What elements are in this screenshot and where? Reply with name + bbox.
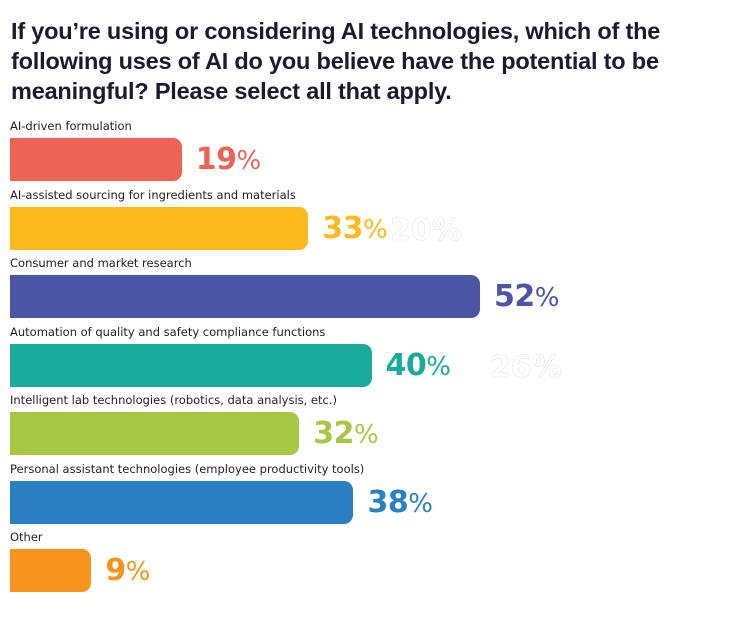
percent-sign: % bbox=[426, 351, 451, 382]
value-label: 19% bbox=[196, 141, 261, 180]
faint-overlay-label: 20% bbox=[390, 212, 462, 248]
value-number: 19 bbox=[195, 142, 237, 177]
percent-sign: % bbox=[236, 146, 261, 176]
category-label: AI-driven formulation bbox=[10, 119, 132, 133]
percent-sign: % bbox=[125, 557, 151, 587]
value-number: 52 bbox=[494, 279, 535, 314]
percent-sign: % bbox=[534, 283, 560, 313]
bar-row: Consumer and market research 52% bbox=[0, 256, 750, 326]
category-label: AI-assisted sourcing for ingredients and… bbox=[10, 187, 296, 202]
value-label: 33% bbox=[322, 210, 387, 249]
chart-title: If you’re using or considering AI techno… bbox=[11, 18, 661, 104]
bar bbox=[10, 138, 182, 181]
bar bbox=[10, 343, 372, 387]
value-number: 38 bbox=[367, 484, 409, 520]
bar bbox=[10, 206, 309, 250]
bar bbox=[10, 412, 300, 455]
bar-row: Other 9% bbox=[0, 530, 750, 600]
category-label: Other bbox=[10, 530, 43, 544]
percent-sign: % bbox=[363, 214, 388, 245]
faint-overlay-label: 26% bbox=[490, 349, 562, 385]
bar-row: Personal assistant technologies (employe… bbox=[0, 462, 750, 532]
bar-row: Automation of quality and safety complia… bbox=[0, 325, 750, 395]
bar bbox=[10, 549, 92, 592]
bar bbox=[10, 480, 354, 524]
percent-sign: % bbox=[353, 420, 379, 450]
value-number: 40 bbox=[385, 347, 427, 383]
bar-row: Intelligent lab technologies (robotics, … bbox=[0, 393, 750, 463]
value-label: 32% bbox=[313, 415, 378, 454]
bar-row: AI-driven formulation 19% bbox=[0, 119, 750, 189]
value-label: 52% bbox=[494, 278, 559, 317]
value-number: 32 bbox=[313, 416, 354, 451]
category-label: Consumer and market research bbox=[10, 256, 192, 270]
percent-sign: % bbox=[408, 488, 433, 519]
bar-row: AI-assisted sourcing for ingredients and… bbox=[0, 188, 750, 258]
value-number: 33 bbox=[322, 210, 364, 246]
category-label: Intelligent lab technologies (robotics, … bbox=[10, 393, 337, 407]
value-label: 40% bbox=[386, 347, 451, 386]
category-label: Personal assistant technologies (employe… bbox=[10, 461, 365, 476]
category-label: Automation of quality and safety complia… bbox=[10, 324, 326, 339]
bar bbox=[10, 275, 480, 318]
value-label: 9% bbox=[105, 552, 150, 591]
value-number: 9 bbox=[105, 553, 126, 588]
value-label: 38% bbox=[367, 484, 432, 523]
